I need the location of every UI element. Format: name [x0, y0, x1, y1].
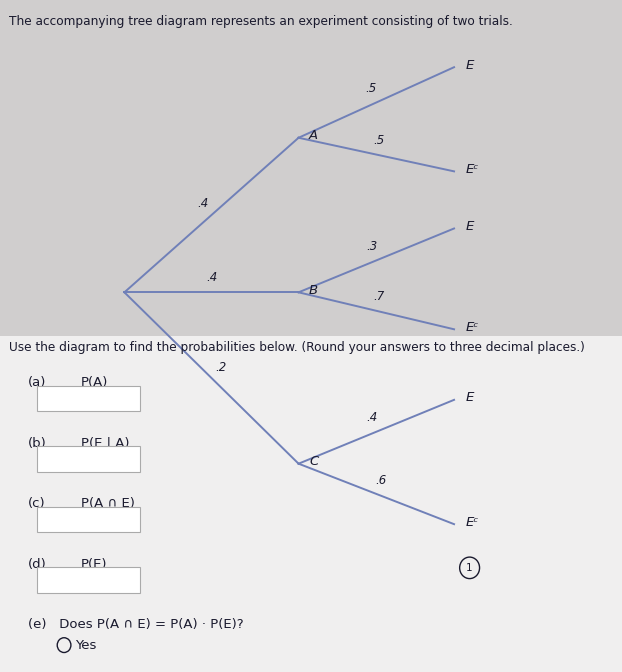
Text: A: A [309, 129, 318, 142]
Text: (d): (d) [28, 558, 47, 571]
FancyBboxPatch shape [37, 386, 140, 411]
Text: E: E [465, 391, 473, 405]
FancyBboxPatch shape [37, 446, 140, 472]
Text: (a): (a) [28, 376, 47, 389]
Text: E: E [465, 220, 473, 233]
Text: (e)   Does P(A ∩ E) = P(A) · P(E)?: (e) Does P(A ∩ E) = P(A) · P(E)? [28, 618, 244, 631]
Text: P(E): P(E) [81, 558, 108, 571]
Bar [0, 0, 622, 336]
Text: .5: .5 [365, 83, 377, 95]
Text: .4: .4 [366, 411, 377, 425]
Text: Eᶜ: Eᶜ [465, 163, 478, 176]
Text: (c): (c) [28, 497, 45, 510]
Bar [0, 336, 622, 672]
Text: .4: .4 [206, 271, 217, 284]
Text: B: B [309, 284, 318, 297]
FancyBboxPatch shape [37, 567, 140, 593]
Text: P(A): P(A) [81, 376, 108, 389]
Text: .5: .5 [373, 134, 384, 146]
Text: C: C [309, 455, 318, 468]
Text: P(A ∩ E): P(A ∩ E) [81, 497, 135, 510]
Text: Eᶜ: Eᶜ [465, 321, 478, 334]
Text: .3: .3 [366, 240, 377, 253]
Text: .7: .7 [374, 290, 385, 303]
Text: .4: .4 [197, 197, 208, 210]
Text: .6: .6 [375, 474, 386, 487]
Text: E: E [465, 58, 473, 72]
Text: (b): (b) [28, 437, 47, 450]
FancyBboxPatch shape [37, 507, 140, 532]
Text: 1: 1 [466, 563, 473, 573]
Text: Use the diagram to find the probabilities below. (Round your answers to three de: Use the diagram to find the probabilitie… [9, 341, 585, 353]
Text: The accompanying tree diagram represents an experiment consisting of two trials.: The accompanying tree diagram represents… [9, 15, 513, 28]
Text: P(E | A): P(E | A) [81, 437, 129, 450]
Text: Yes: Yes [75, 638, 96, 652]
Text: .2: .2 [215, 361, 226, 374]
Text: Eᶜ: Eᶜ [465, 515, 478, 529]
